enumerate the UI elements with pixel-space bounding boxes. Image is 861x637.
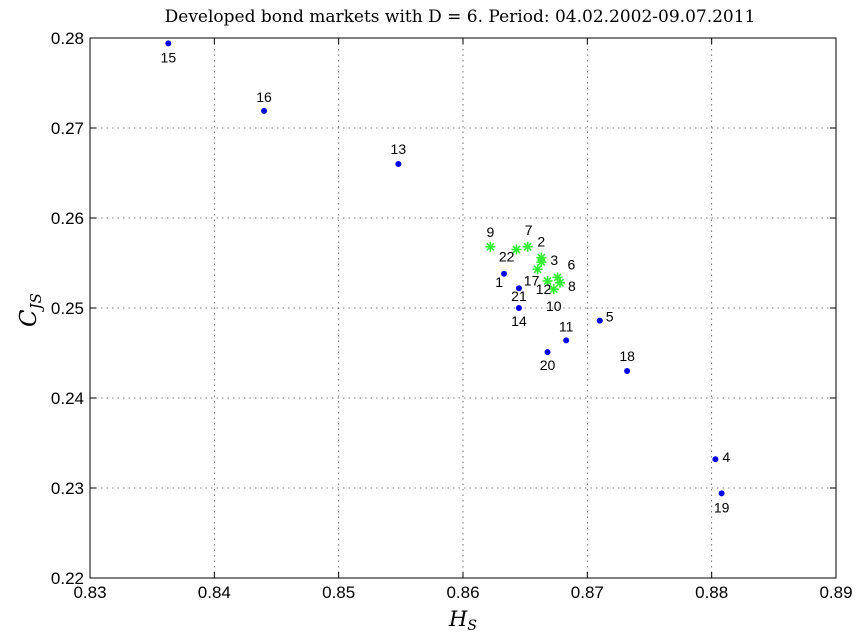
point-label-18: 18 (619, 348, 635, 364)
point-label-12: 12 (536, 281, 552, 297)
y-tick-label: 0.23 (51, 479, 84, 498)
data-point-dot-11 (563, 337, 570, 344)
y-tick-label: 0.25 (51, 299, 84, 318)
point-label-11: 11 (559, 318, 574, 334)
data-point-dot-20 (544, 349, 551, 356)
point-label-14: 14 (511, 313, 527, 329)
data-point-star-8 (554, 277, 565, 288)
y-axis-ticks: 0.22 0.23 0.24 0.25 0.26 0.27 0.28 (51, 29, 836, 588)
point-label-5: 5 (606, 309, 614, 325)
data-point-dot-5 (596, 317, 603, 324)
data-points (165, 40, 725, 497)
data-point-dot-1 (501, 270, 508, 277)
y-tick-label: 0.26 (51, 209, 84, 228)
x-tick-label: 0.84 (198, 583, 231, 602)
data-point-dot-21 (515, 285, 522, 292)
point-label-15: 15 (161, 49, 177, 65)
point-label-6: 6 (567, 256, 575, 272)
y-axis-label-sub: JS (27, 293, 45, 312)
point-label-1: 1 (495, 274, 503, 290)
point-label-21: 21 (511, 288, 527, 304)
y-tick-label: 0.28 (51, 29, 84, 48)
data-point-star-9 (485, 241, 496, 252)
data-point-dot-15 (165, 40, 172, 47)
point-label-7: 7 (525, 222, 533, 238)
point-label-22: 22 (499, 249, 515, 265)
y-tick-label: 0.24 (51, 389, 84, 408)
data-point-star-17 (532, 264, 543, 275)
data-point-star-7 (522, 241, 533, 252)
x-tick-label: 0.83 (73, 583, 106, 602)
grid-lines (90, 38, 836, 578)
x-tick-label: 0.86 (446, 583, 479, 602)
x-axis-ticks: 0.83 0.84 0.85 0.86 0.87 0.88 0.89 (73, 38, 853, 602)
point-label-9: 9 (486, 224, 494, 240)
point-label-8: 8 (568, 278, 576, 294)
data-point-dot-14 (515, 305, 522, 311)
chart-title: Developed bond markets with D = 6. Perio… (165, 7, 756, 27)
point-label-2: 2 (537, 234, 545, 250)
x-tick-label: 0.87 (571, 583, 604, 602)
point-label-13: 13 (391, 141, 407, 157)
x-axis-label-main: H (448, 607, 468, 631)
data-point-star-10 (548, 284, 559, 295)
x-axis-label: HS (448, 607, 477, 634)
data-point-star-12 (542, 276, 553, 286)
point-label-17: 17 (524, 272, 540, 288)
point-label-19: 19 (714, 499, 730, 515)
point-label-16: 16 (256, 89, 272, 105)
x-tick-label: 0.89 (819, 583, 852, 602)
x-tick-label: 0.88 (695, 583, 728, 602)
x-tick-label: 0.85 (322, 583, 355, 602)
point-label-4: 4 (722, 449, 730, 465)
point-label-20: 20 (540, 357, 556, 373)
data-point-dot-13 (395, 161, 402, 167)
y-axis-label: CJS (16, 293, 45, 327)
y-tick-label: 0.22 (51, 569, 84, 588)
y-axis-label-main: C (16, 309, 42, 327)
data-point-dot-16 (261, 107, 268, 114)
y-tick-label: 0.27 (51, 119, 84, 138)
point-label-3: 3 (550, 252, 558, 268)
data-point-star-22 (511, 244, 522, 255)
point-label-10: 10 (546, 298, 562, 314)
x-axis-label-sub: S (467, 618, 477, 634)
data-point-dot-4 (712, 456, 719, 463)
data-point-star-3 (536, 257, 547, 268)
data-point-dot-18 (624, 368, 631, 374)
data-point-dot-19 (718, 490, 725, 497)
